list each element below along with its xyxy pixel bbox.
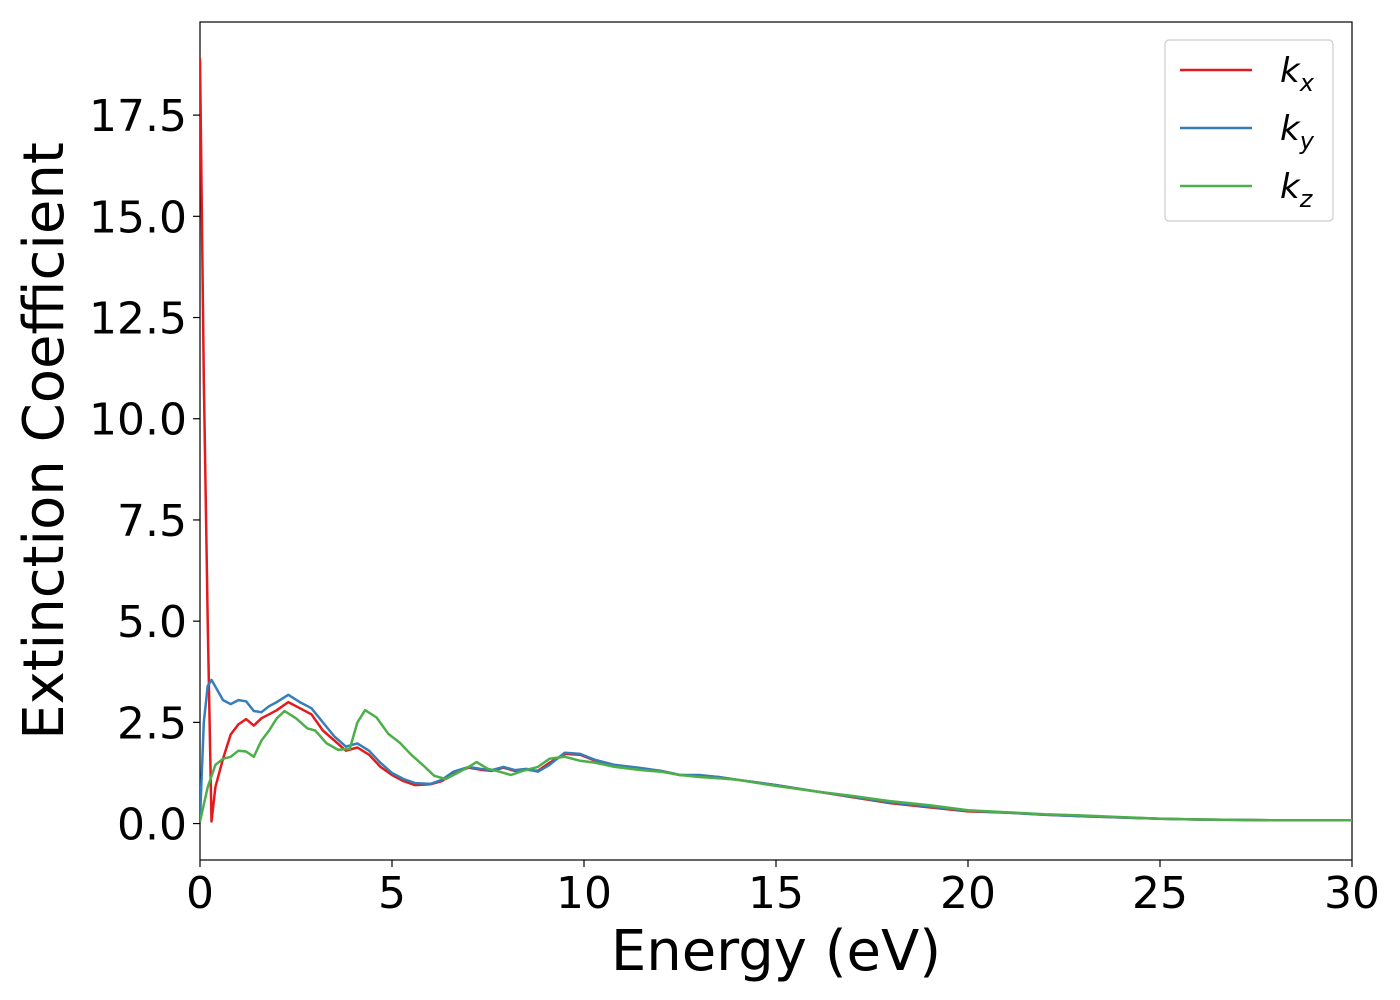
x-tick-label: 25 (1132, 868, 1188, 919)
x-tick-label: 15 (748, 868, 804, 919)
series-layer (200, 58, 1352, 823)
x-axis-label: Energy (eV) (611, 919, 941, 984)
legend-box (1164, 39, 1334, 222)
y-tick-label: 0.0 (117, 800, 187, 851)
y-axis-label: Extinction Coefficient (12, 142, 77, 740)
x-tick-label: 10 (556, 868, 612, 919)
x-axis: 0 5 10 15 20 25 30 (186, 860, 1380, 919)
x-tick-label: 5 (378, 868, 406, 919)
x-tick-label: 30 (1324, 868, 1380, 919)
y-tick-label: 12.5 (89, 294, 187, 345)
plot-frame (199, 21, 1353, 861)
y-tick-label: 7.5 (117, 496, 187, 547)
y-tick-label: 15.0 (89, 192, 187, 243)
x-tick-label: 20 (940, 868, 996, 919)
y-axis: 0.0 2.5 5.0 7.5 10.0 12.5 15.0 17.5 (89, 91, 200, 851)
legend-label: kz (1280, 167, 1314, 213)
series-line-3 (200, 708, 1352, 822)
legend: kx ky kz (1164, 39, 1334, 222)
y-tick-label: 5.0 (117, 597, 187, 648)
legend-label: ky (1280, 109, 1315, 155)
x-tick-label: 0 (186, 868, 214, 919)
y-tick-label: 2.5 (117, 698, 187, 749)
y-tick-label: 10.0 (89, 395, 187, 446)
legend-label: kx (1280, 51, 1315, 97)
y-tick-label: 17.5 (89, 91, 187, 142)
